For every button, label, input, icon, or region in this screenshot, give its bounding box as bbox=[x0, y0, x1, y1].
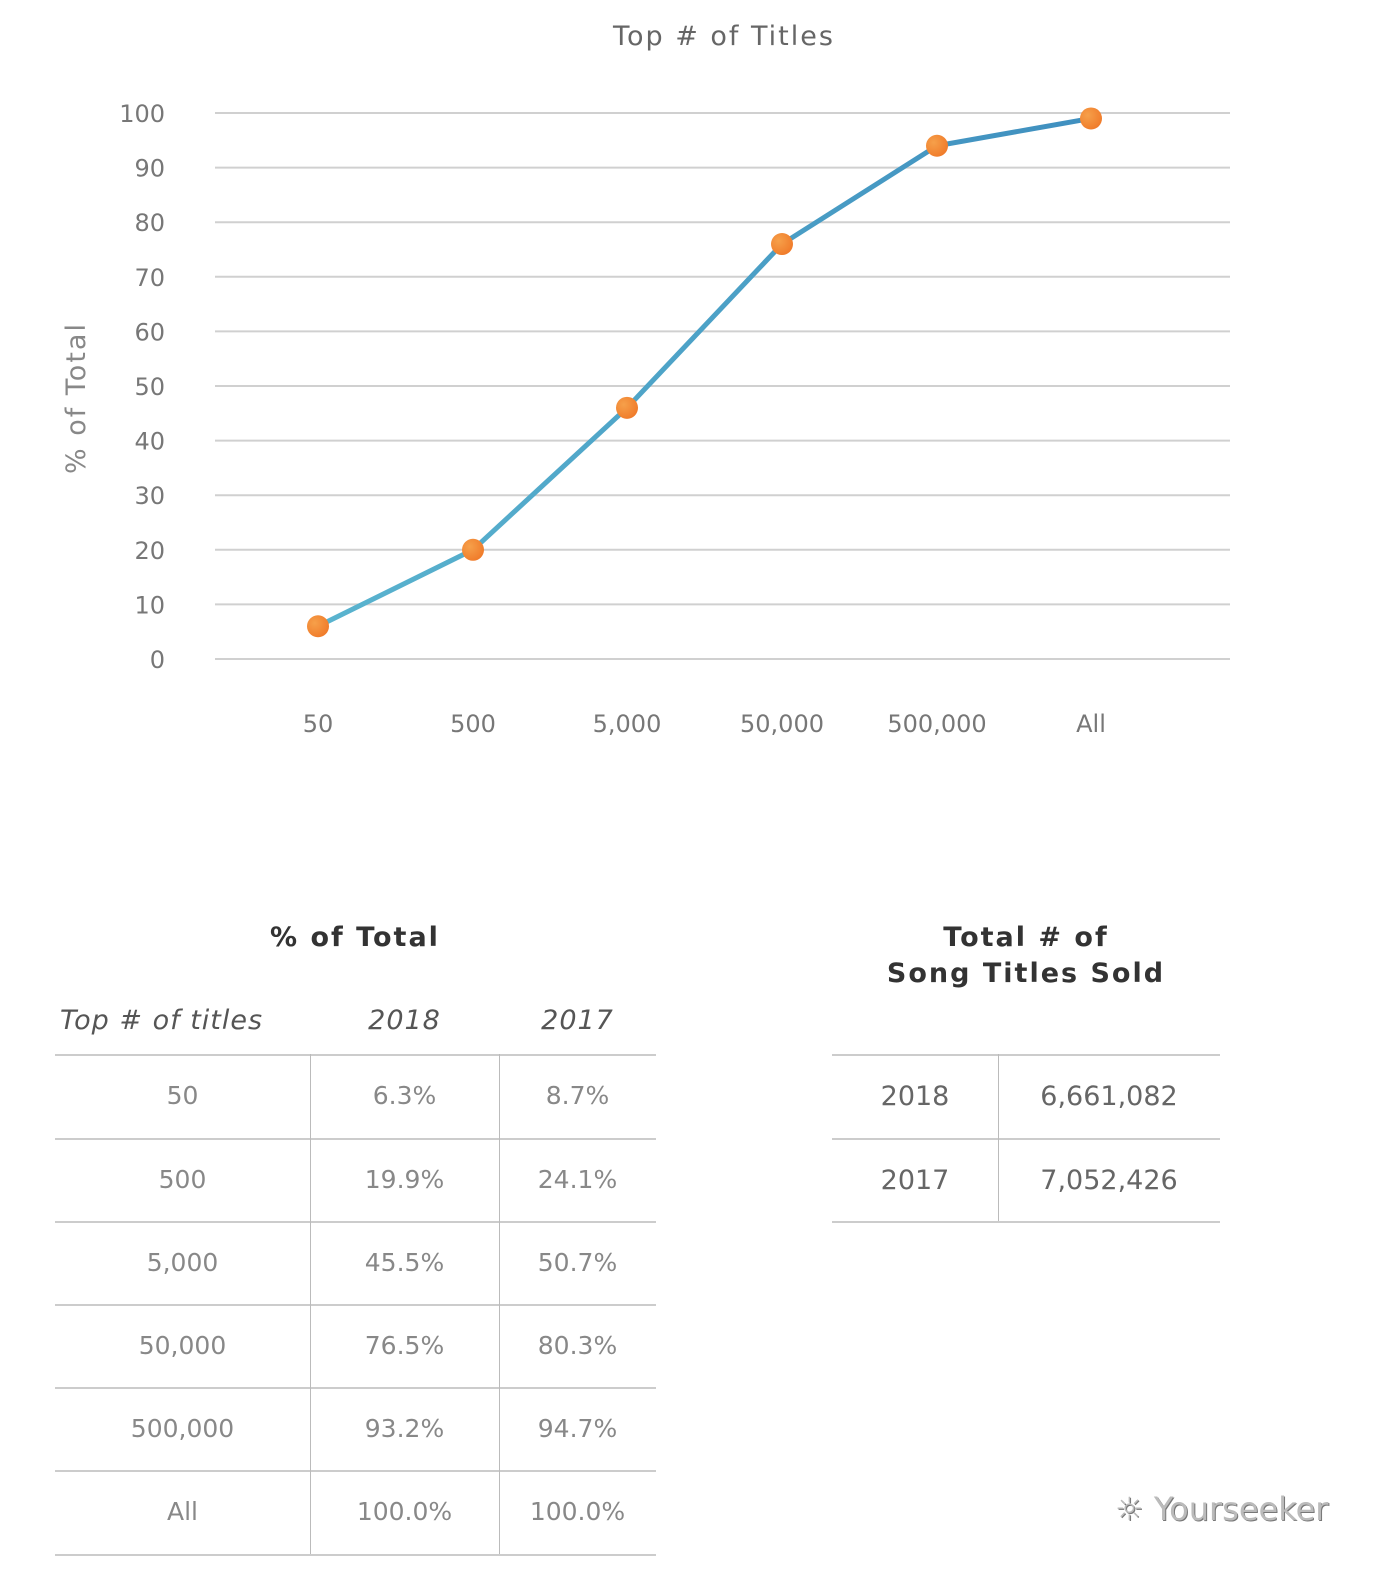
row-divider bbox=[55, 1221, 656, 1223]
table-cell: 45.5% bbox=[364, 1248, 445, 1277]
table-cell: 6.3% bbox=[372, 1081, 437, 1110]
row-divider bbox=[55, 1387, 656, 1389]
table-cell: 2017 bbox=[880, 1165, 950, 1196]
table-cell: 94.7% bbox=[537, 1414, 618, 1443]
data-point bbox=[616, 396, 638, 419]
y-tick-label: 100 bbox=[119, 100, 165, 128]
column-header: Top # of titles bbox=[60, 1005, 264, 1036]
total-table-title: Total # of Song Titles Sold bbox=[832, 920, 1220, 992]
chart-title: Top # of Titles bbox=[612, 21, 835, 52]
x-tick-label: 50 bbox=[303, 710, 334, 738]
series-line bbox=[316, 115, 1092, 629]
y-tick-label: 80 bbox=[134, 209, 165, 237]
table-cell: 6,661,082 bbox=[1040, 1081, 1178, 1112]
table-cell: All bbox=[167, 1497, 198, 1526]
pct-table-title: % of Total bbox=[270, 922, 440, 953]
y-tick-label: 0 bbox=[150, 646, 165, 674]
watermark: ☼ Yourseeker bbox=[1115, 1490, 1328, 1528]
y-tick-label: 30 bbox=[134, 482, 165, 510]
total-title-line2: Song Titles Sold bbox=[886, 958, 1166, 989]
table-cell: 24.1% bbox=[537, 1165, 618, 1194]
row-divider bbox=[832, 1138, 1220, 1140]
table-cell: 50 bbox=[166, 1081, 199, 1110]
data-point bbox=[771, 233, 793, 256]
column-divider bbox=[499, 1054, 500, 1554]
y-tick-label: 90 bbox=[134, 155, 165, 183]
y-tick-label: 40 bbox=[134, 428, 165, 456]
row-divider bbox=[55, 1554, 656, 1556]
table-cell: 5,000 bbox=[146, 1248, 219, 1277]
x-tick-label: 500 bbox=[450, 710, 496, 738]
watermark-text: Yourseeker bbox=[1153, 1490, 1329, 1528]
table-cell: 76.5% bbox=[364, 1331, 445, 1360]
row-divider bbox=[55, 1054, 656, 1056]
data-point bbox=[926, 134, 948, 157]
y-tick-label: 70 bbox=[134, 264, 165, 292]
table-cell: 93.2% bbox=[364, 1414, 445, 1443]
table-cell: 100.0% bbox=[356, 1497, 453, 1526]
row-divider bbox=[55, 1138, 656, 1140]
table-cell: 100.0% bbox=[529, 1497, 626, 1526]
table-cell: 7,052,426 bbox=[1040, 1165, 1178, 1196]
row-divider bbox=[55, 1470, 656, 1472]
table-cell: 2018 bbox=[880, 1081, 950, 1112]
table-cell: 50.7% bbox=[537, 1248, 618, 1277]
table-cell: 8.7% bbox=[545, 1081, 610, 1110]
column-divider bbox=[310, 1054, 311, 1554]
total-title-line1: Total # of bbox=[943, 922, 1109, 953]
column-header: 2018 bbox=[368, 1005, 441, 1036]
row-divider bbox=[832, 1221, 1220, 1223]
wechat-icon: ☼ bbox=[1115, 1490, 1154, 1528]
column-divider bbox=[998, 1054, 999, 1221]
column-header: 2017 bbox=[541, 1005, 614, 1036]
data-point bbox=[307, 615, 329, 638]
table-cell: 19.9% bbox=[364, 1165, 445, 1194]
y-tick-label: 60 bbox=[134, 318, 165, 346]
y-axis-label: % of Total bbox=[61, 322, 92, 474]
x-tick-label: 5,000 bbox=[593, 710, 662, 738]
table-cell: 50,000 bbox=[138, 1331, 227, 1360]
data-point bbox=[1080, 107, 1102, 130]
x-tick-label: All bbox=[1076, 710, 1106, 738]
y-tick-label: 50 bbox=[134, 373, 165, 401]
row-divider bbox=[832, 1054, 1220, 1056]
y-tick-label: 10 bbox=[134, 591, 165, 619]
x-tick-label: 500,000 bbox=[887, 710, 986, 738]
table-cell: 500 bbox=[158, 1165, 207, 1194]
x-tick-label: 50,000 bbox=[740, 710, 824, 738]
data-point bbox=[462, 538, 484, 561]
row-divider bbox=[55, 1304, 656, 1306]
line-chart: Top # of Titles % of Total 0 10 20 30 40 50 60… bbox=[61, 21, 1230, 738]
table-cell: 500,000 bbox=[130, 1414, 235, 1443]
table-cell: 80.3% bbox=[537, 1331, 618, 1360]
y-tick-label: 20 bbox=[134, 537, 165, 565]
